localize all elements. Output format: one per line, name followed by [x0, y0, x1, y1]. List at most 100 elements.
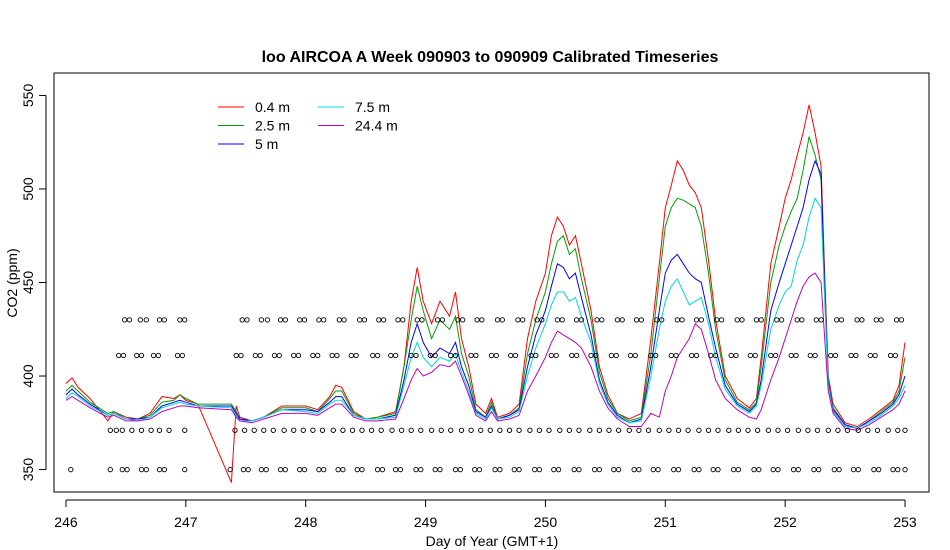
marker-point [227, 466, 233, 473]
marker-point [233, 352, 239, 359]
marker-point [793, 352, 799, 359]
marker-point [887, 352, 894, 359]
marker-point [606, 427, 612, 433]
marker-point [330, 427, 336, 433]
marker-point [693, 317, 700, 323]
marker-point [244, 317, 250, 323]
marker-point [251, 427, 257, 433]
marker-point [596, 427, 603, 433]
marker-point [867, 352, 873, 359]
marker-point [282, 317, 288, 323]
marker-point [354, 466, 360, 473]
x-tick-label: 253 [893, 514, 917, 530]
marker-point [775, 427, 781, 433]
marker-point [753, 317, 760, 323]
marker-point [161, 317, 167, 323]
marker-point [533, 352, 539, 359]
marker-point [832, 352, 839, 359]
marker-point [113, 427, 119, 433]
marker-point [452, 352, 459, 359]
marker-point [828, 352, 834, 359]
marker-point [291, 427, 297, 433]
marker-point [645, 427, 652, 433]
marker-point [730, 466, 737, 473]
marker-point [615, 427, 622, 433]
marker-point [756, 466, 762, 473]
marker-point [460, 317, 466, 323]
marker-point [310, 427, 316, 433]
marker-point [554, 317, 561, 323]
marker-point [653, 352, 659, 359]
marker-point [553, 352, 559, 359]
marker-point [654, 317, 660, 323]
marker-point [472, 466, 478, 473]
marker-point [865, 427, 871, 433]
marker-point [712, 352, 719, 359]
marker-point [770, 466, 776, 473]
marker-point [515, 317, 521, 323]
marker-point [638, 317, 644, 323]
marker-point [126, 317, 133, 323]
marker-point [850, 466, 857, 473]
marker-point [174, 352, 181, 359]
marker-point [596, 466, 603, 473]
marker-point [448, 352, 454, 359]
marker-point [413, 466, 419, 473]
marker-point [739, 317, 745, 323]
marker-point [414, 317, 420, 323]
marker-point [340, 466, 346, 473]
marker-point [122, 317, 128, 323]
marker-point [902, 466, 908, 473]
marker-point [573, 352, 580, 359]
marker-point [576, 466, 582, 473]
marker-point [137, 317, 143, 323]
marker-point [479, 317, 485, 323]
marker-point [615, 466, 622, 473]
marker-point [674, 317, 680, 323]
legend-label: 2.5 m [255, 118, 290, 134]
marker-point [626, 427, 632, 433]
marker-point [733, 352, 739, 359]
x-tick-label: 252 [773, 514, 797, 530]
marker-point [718, 317, 725, 323]
y-tick-label: 350 [20, 458, 36, 482]
marker-point [370, 352, 376, 359]
marker-point [238, 352, 244, 359]
marker-point [392, 352, 399, 359]
marker-point [893, 317, 900, 323]
marker-point [408, 427, 414, 433]
x-tick-label: 248 [294, 514, 318, 530]
marker-point [795, 466, 801, 473]
marker-point [855, 427, 861, 433]
marker-point [155, 352, 161, 359]
marker-point [418, 466, 424, 473]
marker-point [696, 466, 702, 473]
marker-point [239, 317, 245, 323]
marker-point [859, 317, 865, 323]
marker-point [428, 427, 435, 433]
marker-point [726, 427, 732, 433]
marker-point [182, 317, 188, 323]
series-line-3 [65, 197, 906, 429]
marker-point [636, 427, 642, 433]
marker-point [816, 466, 822, 473]
marker-point [452, 466, 459, 473]
series-line-4 [65, 272, 906, 431]
marker-point [778, 317, 785, 323]
marker-point [448, 427, 454, 433]
marker-point [691, 466, 697, 473]
marker-point [419, 317, 425, 323]
marker-point [892, 352, 899, 359]
marker-point [774, 317, 780, 323]
marker-point [872, 352, 878, 359]
marker-point [578, 317, 585, 323]
marker-point [848, 352, 854, 359]
marker-point [316, 466, 322, 473]
marker-point [689, 352, 695, 359]
chart-title: loo AIRCOA A Week 090903 to 090909 Calib… [262, 49, 719, 66]
marker-point [458, 427, 465, 433]
marker-point [257, 352, 263, 359]
marker-point [295, 352, 302, 359]
marker-point [854, 317, 860, 323]
marker-point [341, 317, 347, 323]
